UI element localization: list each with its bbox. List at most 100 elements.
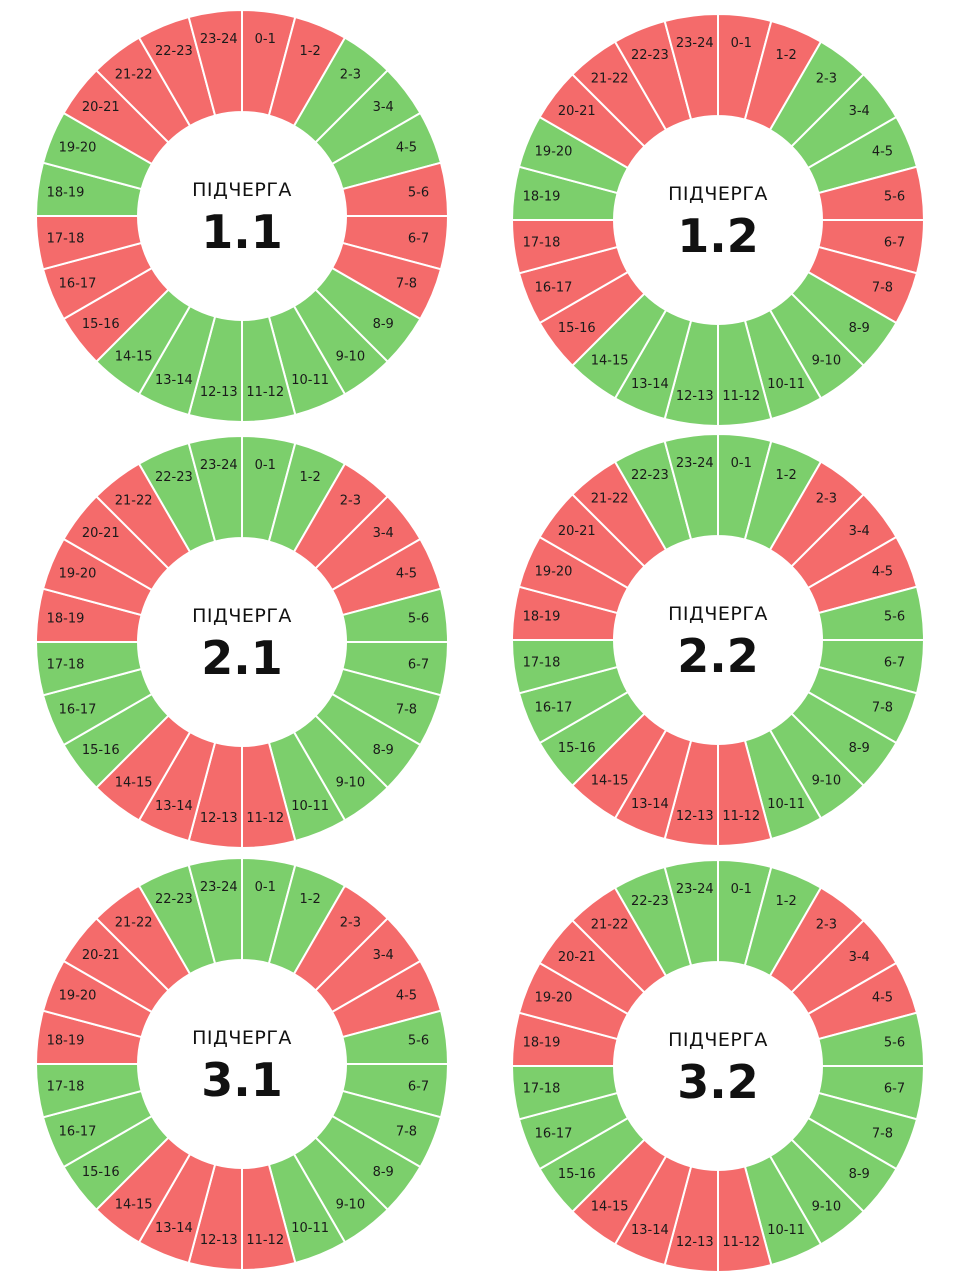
segment-label: 1-2 xyxy=(300,44,321,59)
segment-label: 19-20 xyxy=(59,988,97,1003)
wheel-1-1: 0-1 1-2 2-3 3-4 4-5 5-6 6-7 7-8 8-9 9-10 10-11 11-1… xyxy=(32,6,452,426)
segment-label: 22-23 xyxy=(631,468,669,483)
donut-chart: 0-1 1-2 2-3 3-4 4-5 5-6 6-7 7-8 8-9 9-10 10-11 11-1… xyxy=(510,12,926,428)
center-disc xyxy=(139,539,345,745)
segment-label: 5-6 xyxy=(884,609,905,624)
segment-label: 16-17 xyxy=(535,701,573,716)
segment-label: 5-6 xyxy=(884,189,905,204)
segment-label: 1-2 xyxy=(300,470,321,485)
segment-label: 11-12 xyxy=(246,1233,284,1248)
segment-label: 0-1 xyxy=(255,458,276,473)
segment-label: 4-5 xyxy=(396,988,417,1003)
segment-label: 13-14 xyxy=(155,1221,193,1236)
segment-label: 9-10 xyxy=(336,1198,366,1213)
segment-label: 1-2 xyxy=(300,892,321,907)
segment-label: 21-22 xyxy=(591,491,629,506)
wheel-3-2: 0-1 1-2 2-3 3-4 4-5 5-6 6-7 7-8 8-9 9-10 10-11 11-1… xyxy=(508,856,928,1276)
segment-label: 11-12 xyxy=(722,809,760,824)
segment-label: 5-6 xyxy=(884,1035,905,1050)
segment-label: 15-16 xyxy=(82,1165,120,1180)
segment-label: 15-16 xyxy=(82,743,120,758)
segment-label: 19-20 xyxy=(59,566,97,581)
segment-label: 5-6 xyxy=(408,611,429,626)
segment-label: 8-9 xyxy=(849,321,870,336)
segment-23-24 xyxy=(187,434,243,543)
segment-label: 15-16 xyxy=(558,741,596,756)
segment-label: 19-20 xyxy=(59,140,97,155)
segment-label: 7-8 xyxy=(396,1125,417,1140)
center-disc xyxy=(139,961,345,1167)
segment-label: 10-11 xyxy=(291,373,329,388)
segment-label: 8-9 xyxy=(849,1167,870,1182)
segment-label: 8-9 xyxy=(373,317,394,332)
segment-label: 23-24 xyxy=(200,458,238,473)
segment-label: 17-18 xyxy=(47,658,85,673)
segment-label: 21-22 xyxy=(115,493,153,508)
segment-label: 6-7 xyxy=(884,236,905,251)
segment-label: 4-5 xyxy=(872,564,893,579)
wheel-2-1: 0-1 1-2 2-3 3-4 4-5 5-6 6-7 7-8 8-9 9-10 10-11 11-1… xyxy=(32,432,452,852)
segment-label: 18-19 xyxy=(47,611,85,626)
segment-label: 8-9 xyxy=(373,1165,394,1180)
subqueue-number: 2.1 xyxy=(201,631,283,685)
subqueue-caption: ПІДЧЕРГА xyxy=(668,183,768,205)
segment-label: 0-1 xyxy=(255,32,276,47)
segment-label: 14-15 xyxy=(115,1198,153,1213)
segment-label: 22-23 xyxy=(631,48,669,63)
segment-label: 3-4 xyxy=(373,948,394,963)
segment-label: 11-12 xyxy=(246,811,284,826)
segment-23-24 xyxy=(187,856,243,965)
segment-label: 21-22 xyxy=(591,71,629,86)
segment-label: 0-1 xyxy=(731,882,752,897)
segment-label: 4-5 xyxy=(396,566,417,581)
segment-label: 2-3 xyxy=(340,493,361,508)
segment-label: 5-6 xyxy=(408,185,429,200)
center-disc xyxy=(615,117,821,323)
segment-label: 7-8 xyxy=(872,1127,893,1142)
segment-label: 3-4 xyxy=(373,100,394,115)
segment-label: 14-15 xyxy=(591,1200,629,1215)
segment-label: 16-17 xyxy=(535,281,573,296)
segment-label: 15-16 xyxy=(558,1167,596,1182)
center-disc xyxy=(139,113,345,319)
segment-label: 22-23 xyxy=(155,892,193,907)
segment-label: 13-14 xyxy=(631,797,669,812)
segment-label: 4-5 xyxy=(396,140,417,155)
segment-label: 0-1 xyxy=(731,456,752,471)
segment-label: 13-14 xyxy=(631,377,669,392)
segment-label: 23-24 xyxy=(200,880,238,895)
segment-label: 22-23 xyxy=(631,894,669,909)
subqueue-number: 1.2 xyxy=(677,209,759,263)
segment-23-24 xyxy=(663,432,719,541)
segment-label: 2-3 xyxy=(340,915,361,930)
segment-label: 17-18 xyxy=(523,656,561,671)
segment-label: 9-10 xyxy=(336,776,366,791)
segment-label: 12-13 xyxy=(200,811,238,826)
segment-label: 20-21 xyxy=(558,524,596,539)
segment-label: 3-4 xyxy=(849,950,870,965)
segment-label: 13-14 xyxy=(155,799,193,814)
segment-label: 12-13 xyxy=(676,809,714,824)
segment-label: 8-9 xyxy=(849,741,870,756)
donut-chart: 0-1 1-2 2-3 3-4 4-5 5-6 6-7 7-8 8-9 9-10 10-11 11-1… xyxy=(34,434,450,850)
segment-label: 18-19 xyxy=(523,609,561,624)
segment-label: 12-13 xyxy=(676,389,714,404)
segment-label: 0-1 xyxy=(731,36,752,51)
segment-label: 9-10 xyxy=(336,350,366,365)
segment-label: 23-24 xyxy=(200,32,238,47)
segment-label: 16-17 xyxy=(59,703,97,718)
segment-label: 9-10 xyxy=(812,774,842,789)
segment-label: 10-11 xyxy=(767,797,805,812)
segment-label: 6-7 xyxy=(884,1082,905,1097)
segment-label: 1-2 xyxy=(776,48,797,63)
segment-label: 16-17 xyxy=(59,277,97,292)
segment-label: 20-21 xyxy=(82,100,120,115)
subqueue-number: 1.1 xyxy=(201,205,283,259)
segment-label: 18-19 xyxy=(523,1035,561,1050)
segment-label: 6-7 xyxy=(408,1080,429,1095)
segment-label: 17-18 xyxy=(523,1082,561,1097)
segment-label: 18-19 xyxy=(47,185,85,200)
segment-label: 6-7 xyxy=(884,656,905,671)
segment-label: 14-15 xyxy=(115,776,153,791)
